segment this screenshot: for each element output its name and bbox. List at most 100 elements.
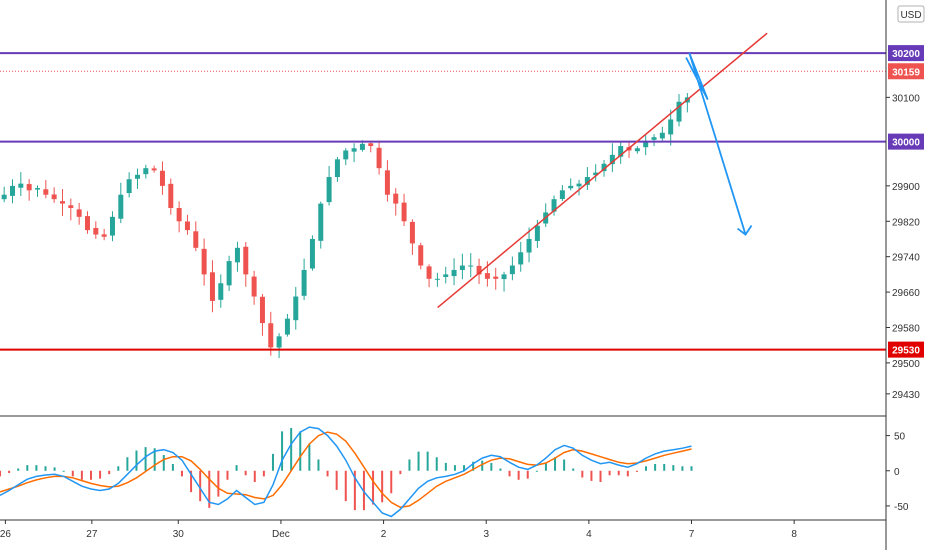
- candle: [559, 185, 565, 202]
- macd-histogram-bar: [71, 470, 74, 477]
- candle-body: [526, 238, 532, 253]
- candle: [193, 221, 199, 252]
- candle: [459, 253, 465, 280]
- candle-body: [334, 159, 340, 178]
- macd-histogram-bar: [463, 465, 466, 471]
- macd-histogram-bar: [535, 470, 538, 472]
- macd-y-tick-label: 50: [894, 432, 906, 443]
- candle-body: [476, 265, 482, 275]
- price-level-badge: 30200: [888, 45, 924, 62]
- macd-histogram-bar: [472, 461, 475, 471]
- candle-body: [368, 143, 374, 147]
- candle-body: [518, 252, 524, 265]
- macd-histogram-bar: [117, 466, 120, 471]
- candle: [43, 180, 49, 199]
- candle: [384, 160, 390, 202]
- candle: [251, 270, 257, 305]
- candle-body: [343, 150, 349, 160]
- candle: [176, 201, 182, 233]
- macd-histogram-bar: [626, 470, 629, 477]
- candle-body: [434, 278, 440, 280]
- candle-body: [109, 216, 115, 236]
- candle-body: [209, 272, 215, 301]
- candle: [334, 156, 340, 182]
- candle-body: [309, 238, 315, 269]
- candle-body: [384, 170, 390, 195]
- macd-histogram-bar: [26, 465, 29, 471]
- x-tick-label: 8: [791, 529, 797, 540]
- candle-body: [459, 265, 465, 270]
- candle: [376, 140, 382, 175]
- candle-body: [43, 189, 49, 195]
- candle-body: [59, 201, 65, 204]
- macd-histogram-bar: [608, 470, 611, 476]
- candle-body: [409, 221, 415, 244]
- candle-body: [251, 276, 257, 297]
- candle: [659, 126, 665, 141]
- candle: [259, 294, 265, 336]
- candle: [418, 242, 424, 270]
- ascending-trendline[interactable]: [437, 32, 768, 309]
- candle-body: [134, 174, 140, 179]
- last-price-badge-label: 30159: [892, 67, 920, 78]
- currency-label: USD: [900, 10, 921, 21]
- candle: [451, 258, 457, 286]
- candle: [143, 164, 149, 179]
- candle-body: [301, 269, 307, 296]
- candle: [109, 211, 115, 242]
- macd-histogram-bar: [153, 448, 156, 471]
- candle-body: [484, 273, 490, 279]
- candle-body: [126, 179, 132, 194]
- x-tick-label: 4: [586, 529, 592, 540]
- macd-histogram-bar: [435, 457, 438, 471]
- macd-histogram-bar: [171, 464, 174, 471]
- candle-body: [418, 245, 424, 266]
- candle: [501, 271, 507, 292]
- currency-box[interactable]: [897, 5, 925, 23]
- macd-histogram-bar: [281, 431, 284, 471]
- candle-body: [276, 336, 282, 348]
- candle: [26, 179, 32, 201]
- candle-body: [318, 203, 324, 241]
- x-tick-label: 7: [689, 529, 695, 540]
- candle-body: [326, 177, 332, 203]
- candle-body: [284, 318, 290, 335]
- candle: [584, 167, 590, 190]
- macd-histogram-bar: [508, 470, 511, 477]
- candle: [668, 109, 674, 146]
- candle: [468, 253, 474, 278]
- candle: [434, 272, 440, 287]
- last-price-badge-box: [888, 63, 924, 80]
- candle-body: [584, 177, 590, 185]
- candle: [593, 164, 599, 182]
- candle: [1, 186, 7, 203]
- candle: [509, 256, 515, 281]
- candle-body: [534, 225, 540, 241]
- macd-histogram-bar: [444, 462, 447, 471]
- candle-body: [84, 216, 90, 231]
- candle: [276, 333, 282, 359]
- candle-body: [393, 193, 399, 204]
- candle: [68, 198, 74, 221]
- macd-histogram-bar: [126, 457, 129, 471]
- candle-body: [293, 296, 299, 321]
- macd-histogram-bar: [217, 470, 220, 497]
- macd-histogram-bar: [690, 466, 693, 471]
- macd-histogram-bar: [681, 466, 684, 471]
- macd-histogram-bar: [645, 466, 648, 471]
- candle-body: [159, 170, 165, 186]
- macd-histogram-bar: [35, 465, 38, 471]
- price-level-badge: 29530: [888, 341, 924, 358]
- candle-body: [18, 183, 24, 188]
- projection-path[interactable]: [685, 52, 747, 235]
- macd-histogram-bar: [8, 470, 11, 474]
- candle: [634, 146, 640, 154]
- candle: [9, 179, 15, 204]
- macd-histogram-bar: [399, 470, 402, 475]
- x-tick-label: 2: [381, 529, 387, 540]
- y-tick-label: 29500: [892, 359, 920, 370]
- macd-histogram-bar: [563, 459, 566, 471]
- last-price-badge: 30159: [888, 63, 924, 80]
